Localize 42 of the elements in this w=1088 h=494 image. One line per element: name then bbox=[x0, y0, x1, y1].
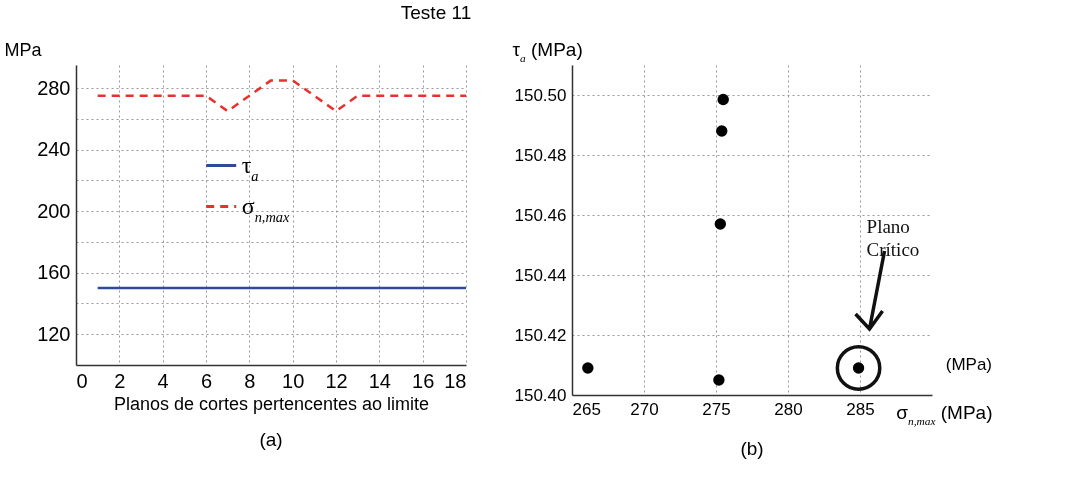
x-tick-label: 285 bbox=[846, 399, 875, 419]
y-tick-label: 150.50 bbox=[514, 85, 567, 105]
legend-label: τ$_{a}$ bbox=[241, 151, 259, 184]
y-tick-label: 160 bbox=[37, 261, 71, 284]
x-tick-label: 8 bbox=[244, 369, 256, 392]
y-tick-label: 280 bbox=[37, 76, 71, 99]
x-tick-label: 14 bbox=[368, 369, 391, 392]
y-tick-label: 150.48 bbox=[514, 145, 567, 165]
point bbox=[713, 374, 725, 386]
y-tick-label: 150.42 bbox=[514, 325, 567, 345]
chart-title: Teste 11 bbox=[400, 2, 472, 23]
x-tick-label: 10 bbox=[282, 369, 305, 392]
text: (b) bbox=[740, 438, 764, 459]
y-tick-label: 150.40 bbox=[514, 385, 567, 405]
x-tick-label: 18 bbox=[444, 369, 467, 392]
point bbox=[717, 93, 729, 106]
x-tick-label: 265 bbox=[572, 399, 601, 419]
x-tick-label: 280 bbox=[774, 399, 803, 419]
legend-label: σ$_{n,max}$ bbox=[241, 192, 291, 225]
y-tick-label: 120 bbox=[37, 322, 71, 345]
x-tick-label: 6 bbox=[200, 369, 213, 392]
y-tick-label: 200 bbox=[37, 199, 71, 222]
x-tick-label: 2 bbox=[114, 369, 126, 392]
x-tick-label: 12 bbox=[325, 369, 348, 392]
point bbox=[716, 125, 728, 137]
x-tick-label: 16 bbox=[412, 369, 435, 392]
y-tick-label: 240 bbox=[37, 138, 71, 161]
text: (MPa) bbox=[945, 355, 992, 374]
x-axis-title: σ$_{n,max}$ (MPa) bbox=[896, 401, 993, 427]
annotation: Plano Crítico bbox=[866, 216, 920, 260]
point bbox=[582, 362, 594, 374]
x-tick-label: 270 bbox=[630, 399, 659, 419]
y-axis-title: MPa bbox=[4, 39, 43, 60]
x-tick-label: 4 bbox=[157, 369, 169, 392]
x-tick-label: 0 bbox=[76, 369, 88, 392]
text: (a) bbox=[259, 429, 283, 450]
y-tick-label: 150.44 bbox=[514, 265, 567, 285]
x-axis-title: Planos de cortes pertencentes ao limite bbox=[113, 393, 430, 414]
x-tick-label: 275 bbox=[702, 399, 731, 419]
point bbox=[714, 218, 727, 230]
y-axis-title: τ$_{a}$ (MPa) bbox=[512, 38, 583, 64]
y-tick-label: 150.46 bbox=[514, 205, 567, 225]
